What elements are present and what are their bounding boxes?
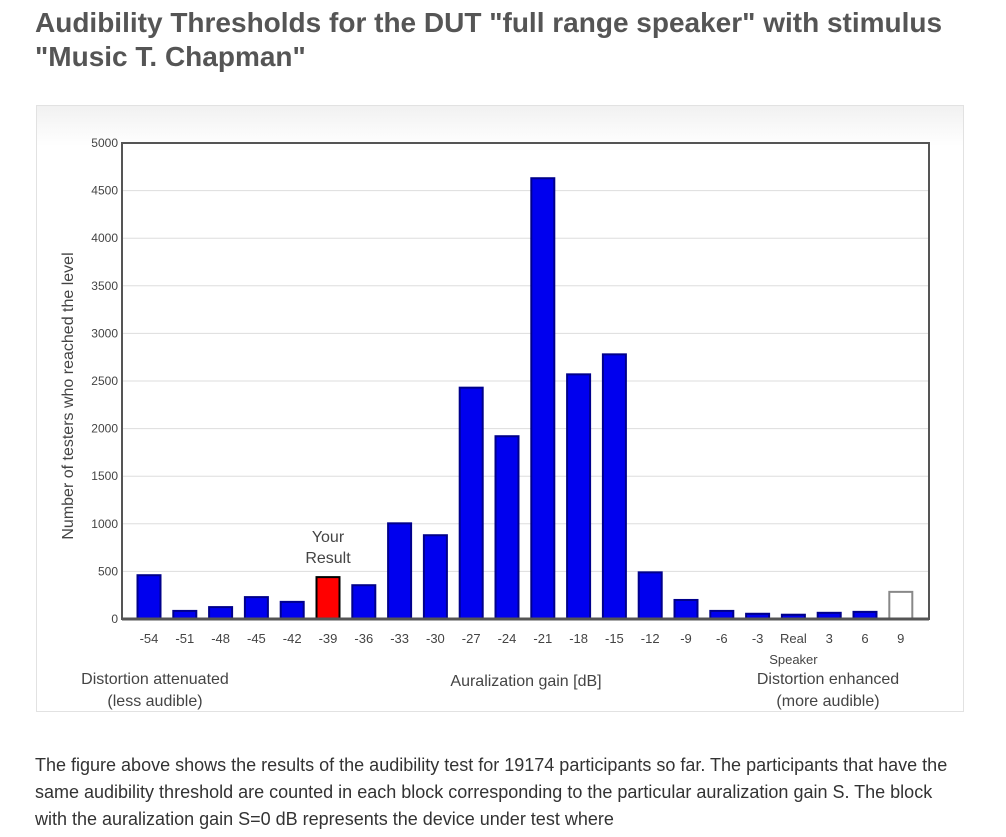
- right-note: Distortion enhanced: [757, 671, 899, 688]
- bar: [888, 590, 914, 621]
- y-tick-label: 4000: [91, 231, 118, 245]
- x-tick-label: -18: [569, 631, 588, 646]
- left-note: Distortion attenuated: [81, 671, 229, 688]
- bar: [279, 600, 305, 621]
- bar: [243, 596, 269, 621]
- bar: [387, 522, 413, 621]
- bar: [458, 386, 484, 620]
- your-result-annotation: Result: [305, 550, 351, 567]
- x-tick-label: -24: [498, 631, 517, 646]
- bar: [673, 598, 699, 620]
- bar: [530, 177, 556, 620]
- your-result-annotation: Your: [312, 529, 345, 546]
- bar: [637, 571, 663, 620]
- x-tick-label: -54: [140, 631, 159, 646]
- description-paragraph: The figure above shows the results of th…: [35, 755, 948, 829]
- x-tick-label: -48: [211, 631, 230, 646]
- x-tick-label: -51: [175, 631, 194, 646]
- bar: [351, 584, 377, 621]
- bar: [136, 574, 162, 621]
- y-tick-label: 0: [111, 612, 118, 626]
- bar: [208, 606, 234, 621]
- x-tick-label: -39: [319, 631, 338, 646]
- y-axis-label: Number of testers who reached the level: [60, 252, 77, 539]
- y-tick-label: 500: [98, 564, 118, 578]
- y-tick-label: 5000: [91, 136, 118, 150]
- x-tick-label: -15: [605, 631, 624, 646]
- y-tick-label: 2500: [91, 374, 118, 388]
- x-tick-label: -12: [641, 631, 660, 646]
- bar: [422, 534, 448, 620]
- y-tick-label: 1500: [91, 469, 118, 483]
- x-tick-label: 9: [897, 631, 904, 646]
- y-tick-label: 3500: [91, 279, 118, 293]
- bar: [494, 435, 520, 620]
- x-tick-label: Real: [780, 631, 807, 646]
- x-tick-label: -21: [533, 631, 552, 646]
- left-note: (less audible): [107, 693, 202, 710]
- x-tick-label: -3: [752, 631, 764, 646]
- page-title: Audibility Thresholds for the DUT "full …: [35, 7, 943, 72]
- x-tick-label: -9: [680, 631, 692, 646]
- x-tick-label: -33: [390, 631, 409, 646]
- bar: [315, 576, 341, 620]
- x-tick-label: Speaker: [769, 652, 818, 667]
- x-tick-label: -6: [716, 631, 728, 646]
- bar: [566, 373, 592, 620]
- y-tick-label: 1000: [91, 517, 118, 531]
- y-tick-label: 2000: [91, 422, 118, 436]
- x-tick-label: -36: [354, 631, 373, 646]
- x-tick-label: -45: [247, 631, 266, 646]
- x-tick-label: 3: [826, 631, 833, 646]
- x-tick-label: -27: [462, 631, 481, 646]
- chart-container: 0 500 1000 1500 2000 2500 3000 3500 4000 4500 5000…: [36, 105, 964, 712]
- y-tick-label: 3000: [91, 326, 118, 340]
- bar-chart: 0 500 1000 1500 2000 2500 3000 3500 4000 4500 5000…: [60, 136, 930, 710]
- x-tick-label: -42: [283, 631, 302, 646]
- x-tick-label: -30: [426, 631, 445, 646]
- bar: [601, 353, 627, 620]
- right-note: (more audible): [776, 693, 879, 710]
- y-tick-label: 4500: [91, 184, 118, 198]
- x-axis-label: Auralization gain [dB]: [450, 673, 601, 690]
- x-tick-label: 6: [861, 631, 868, 646]
